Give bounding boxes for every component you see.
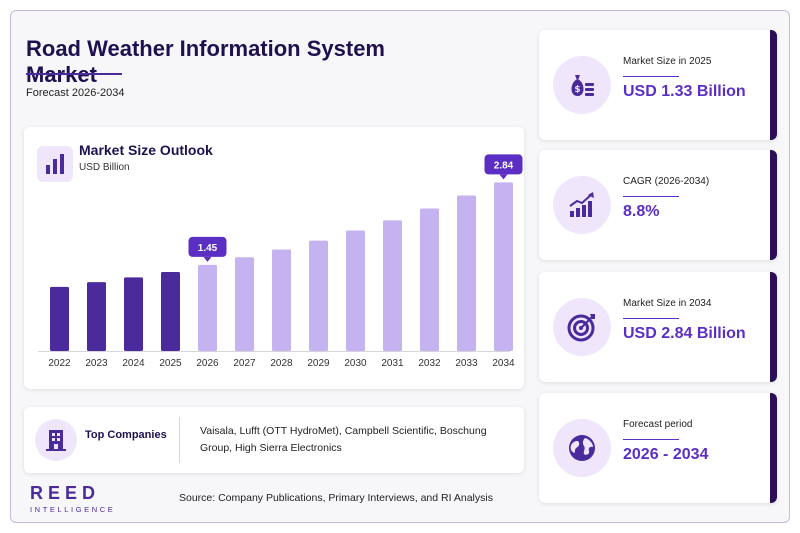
x-tick-label: 2026 — [196, 358, 219, 369]
bar-2034 — [494, 182, 513, 351]
callout-box — [188, 236, 227, 257]
x-tick-label: 2031 — [381, 358, 404, 369]
bar-2027 — [235, 257, 254, 351]
x-tick-label: 2023 — [85, 358, 108, 369]
title-strike-line — [26, 73, 122, 75]
x-tick-label: 2029 — [307, 358, 330, 369]
kpi-rule — [623, 318, 679, 319]
kpi-rule — [623, 76, 679, 77]
bar-2030 — [346, 230, 365, 351]
kpi-icon-circle — [553, 298, 611, 356]
kpi-label: Market Size in 2034 — [623, 298, 712, 309]
kpi-icon-circle — [553, 176, 611, 234]
bar-2029 — [309, 240, 328, 351]
svg-text:$: $ — [574, 85, 580, 95]
kpi-accent-bar — [770, 393, 777, 503]
bar-2032 — [420, 208, 439, 351]
callout-pointer — [203, 256, 212, 262]
data-label: 1.45 — [198, 243, 218, 254]
chart-icon-box — [37, 146, 73, 182]
bar-2025 — [161, 272, 180, 351]
bar-2031 — [383, 220, 402, 351]
reed-intelligence-logo: REED INTELLIGENCE — [30, 484, 115, 514]
bar-2022 — [50, 286, 69, 351]
kpi-label: Market Size in 2025 — [623, 56, 712, 67]
kpi-icon-circle — [553, 419, 611, 477]
kpi-value: USD 2.84 Billion — [623, 325, 746, 342]
kpi-rule — [623, 196, 679, 197]
kpi-value: 2026 - 2034 — [623, 446, 709, 463]
bar-chart: 2022 2023 2024 2025 2026 2027 2028 2029 2030 2031… — [38, 154, 523, 369]
callout-box — [484, 154, 523, 175]
bar-2028 — [272, 249, 291, 351]
logo-main-text: REED — [30, 483, 101, 503]
x-tick-label: 2034 — [492, 358, 515, 369]
chart-unit: USD Billion — [79, 162, 130, 173]
companies-icon-circle — [35, 419, 77, 461]
kpi-label: Forecast period — [623, 419, 693, 430]
page-title: Road Weather Information System Market — [26, 36, 385, 87]
bar-2026 — [198, 264, 217, 351]
kpi-card-market-2025: $ Market Size in 2025 USD 1.33 Billion — [539, 30, 777, 140]
chart-card: 2022 2023 2024 2025 2026 2027 2028 2029 2030 2031… — [24, 127, 524, 389]
chart-title: Market Size Outlook — [79, 142, 213, 158]
kpi-icon-circle: $ — [553, 56, 611, 114]
target-icon — [567, 314, 595, 342]
kpi-accent-bar — [770, 272, 777, 382]
kpi-card-market-2034: Market Size in 2034 USD 2.84 Billion — [539, 272, 777, 382]
x-tick-label: 2028 — [270, 358, 293, 369]
kpi-accent-bar — [770, 30, 777, 140]
x-tick-label: 2025 — [159, 358, 182, 369]
kpi-card-cagr: CAGR (2026-2034) 8.8% — [539, 150, 777, 260]
callout-2034: 2.84 — [484, 154, 523, 180]
bar-2024 — [124, 277, 143, 351]
kpi-rule — [623, 439, 679, 440]
companies-divider — [179, 417, 180, 463]
logo-sub-text: INTELLIGENCE — [30, 505, 116, 514]
top-companies-label: Top Companies — [85, 429, 167, 441]
x-tick-label: 2030 — [344, 358, 367, 369]
x-tick-label: 2033 — [455, 358, 478, 369]
bar-chart-icon — [46, 154, 64, 174]
source-note: Source: Company Publications, Primary In… — [179, 492, 493, 504]
callout-pointer — [499, 174, 508, 180]
top-companies-card: Top Companies Vaisala, Lufft (OTT HydroM… — [24, 407, 524, 473]
callout-2026: 1.45 — [188, 236, 227, 262]
x-tick-label: 2027 — [233, 358, 256, 369]
growth-chart-icon — [569, 192, 594, 217]
top-companies-list: Vaisala, Lufft (OTT HydroMet), Campbell … — [200, 425, 487, 454]
building-icon — [46, 430, 66, 451]
data-label: 2.84 — [494, 160, 514, 171]
money-bag-icon: $ — [571, 75, 594, 96]
kpi-value: USD 1.33 Billion — [623, 83, 746, 100]
kpi-label: CAGR (2026-2034) — [623, 176, 710, 187]
kpi-value: 8.8% — [623, 203, 660, 220]
bar-2023 — [87, 282, 106, 351]
x-tick-label: 2024 — [122, 358, 145, 369]
page-subtitle: Forecast 2026-2034 — [26, 87, 125, 99]
globe-icon — [569, 435, 595, 461]
kpi-accent-bar — [770, 150, 777, 260]
x-tick-label: 2022 — [48, 358, 71, 369]
kpi-card-forecast-period: Forecast period 2026 - 2034 — [539, 393, 777, 503]
bar-2033 — [457, 195, 476, 351]
x-tick-label: 2032 — [418, 358, 441, 369]
